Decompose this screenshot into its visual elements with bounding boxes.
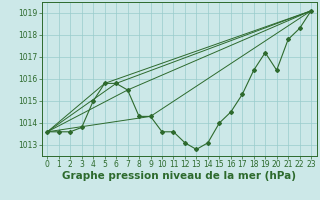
X-axis label: Graphe pression niveau de la mer (hPa): Graphe pression niveau de la mer (hPa): [62, 171, 296, 181]
